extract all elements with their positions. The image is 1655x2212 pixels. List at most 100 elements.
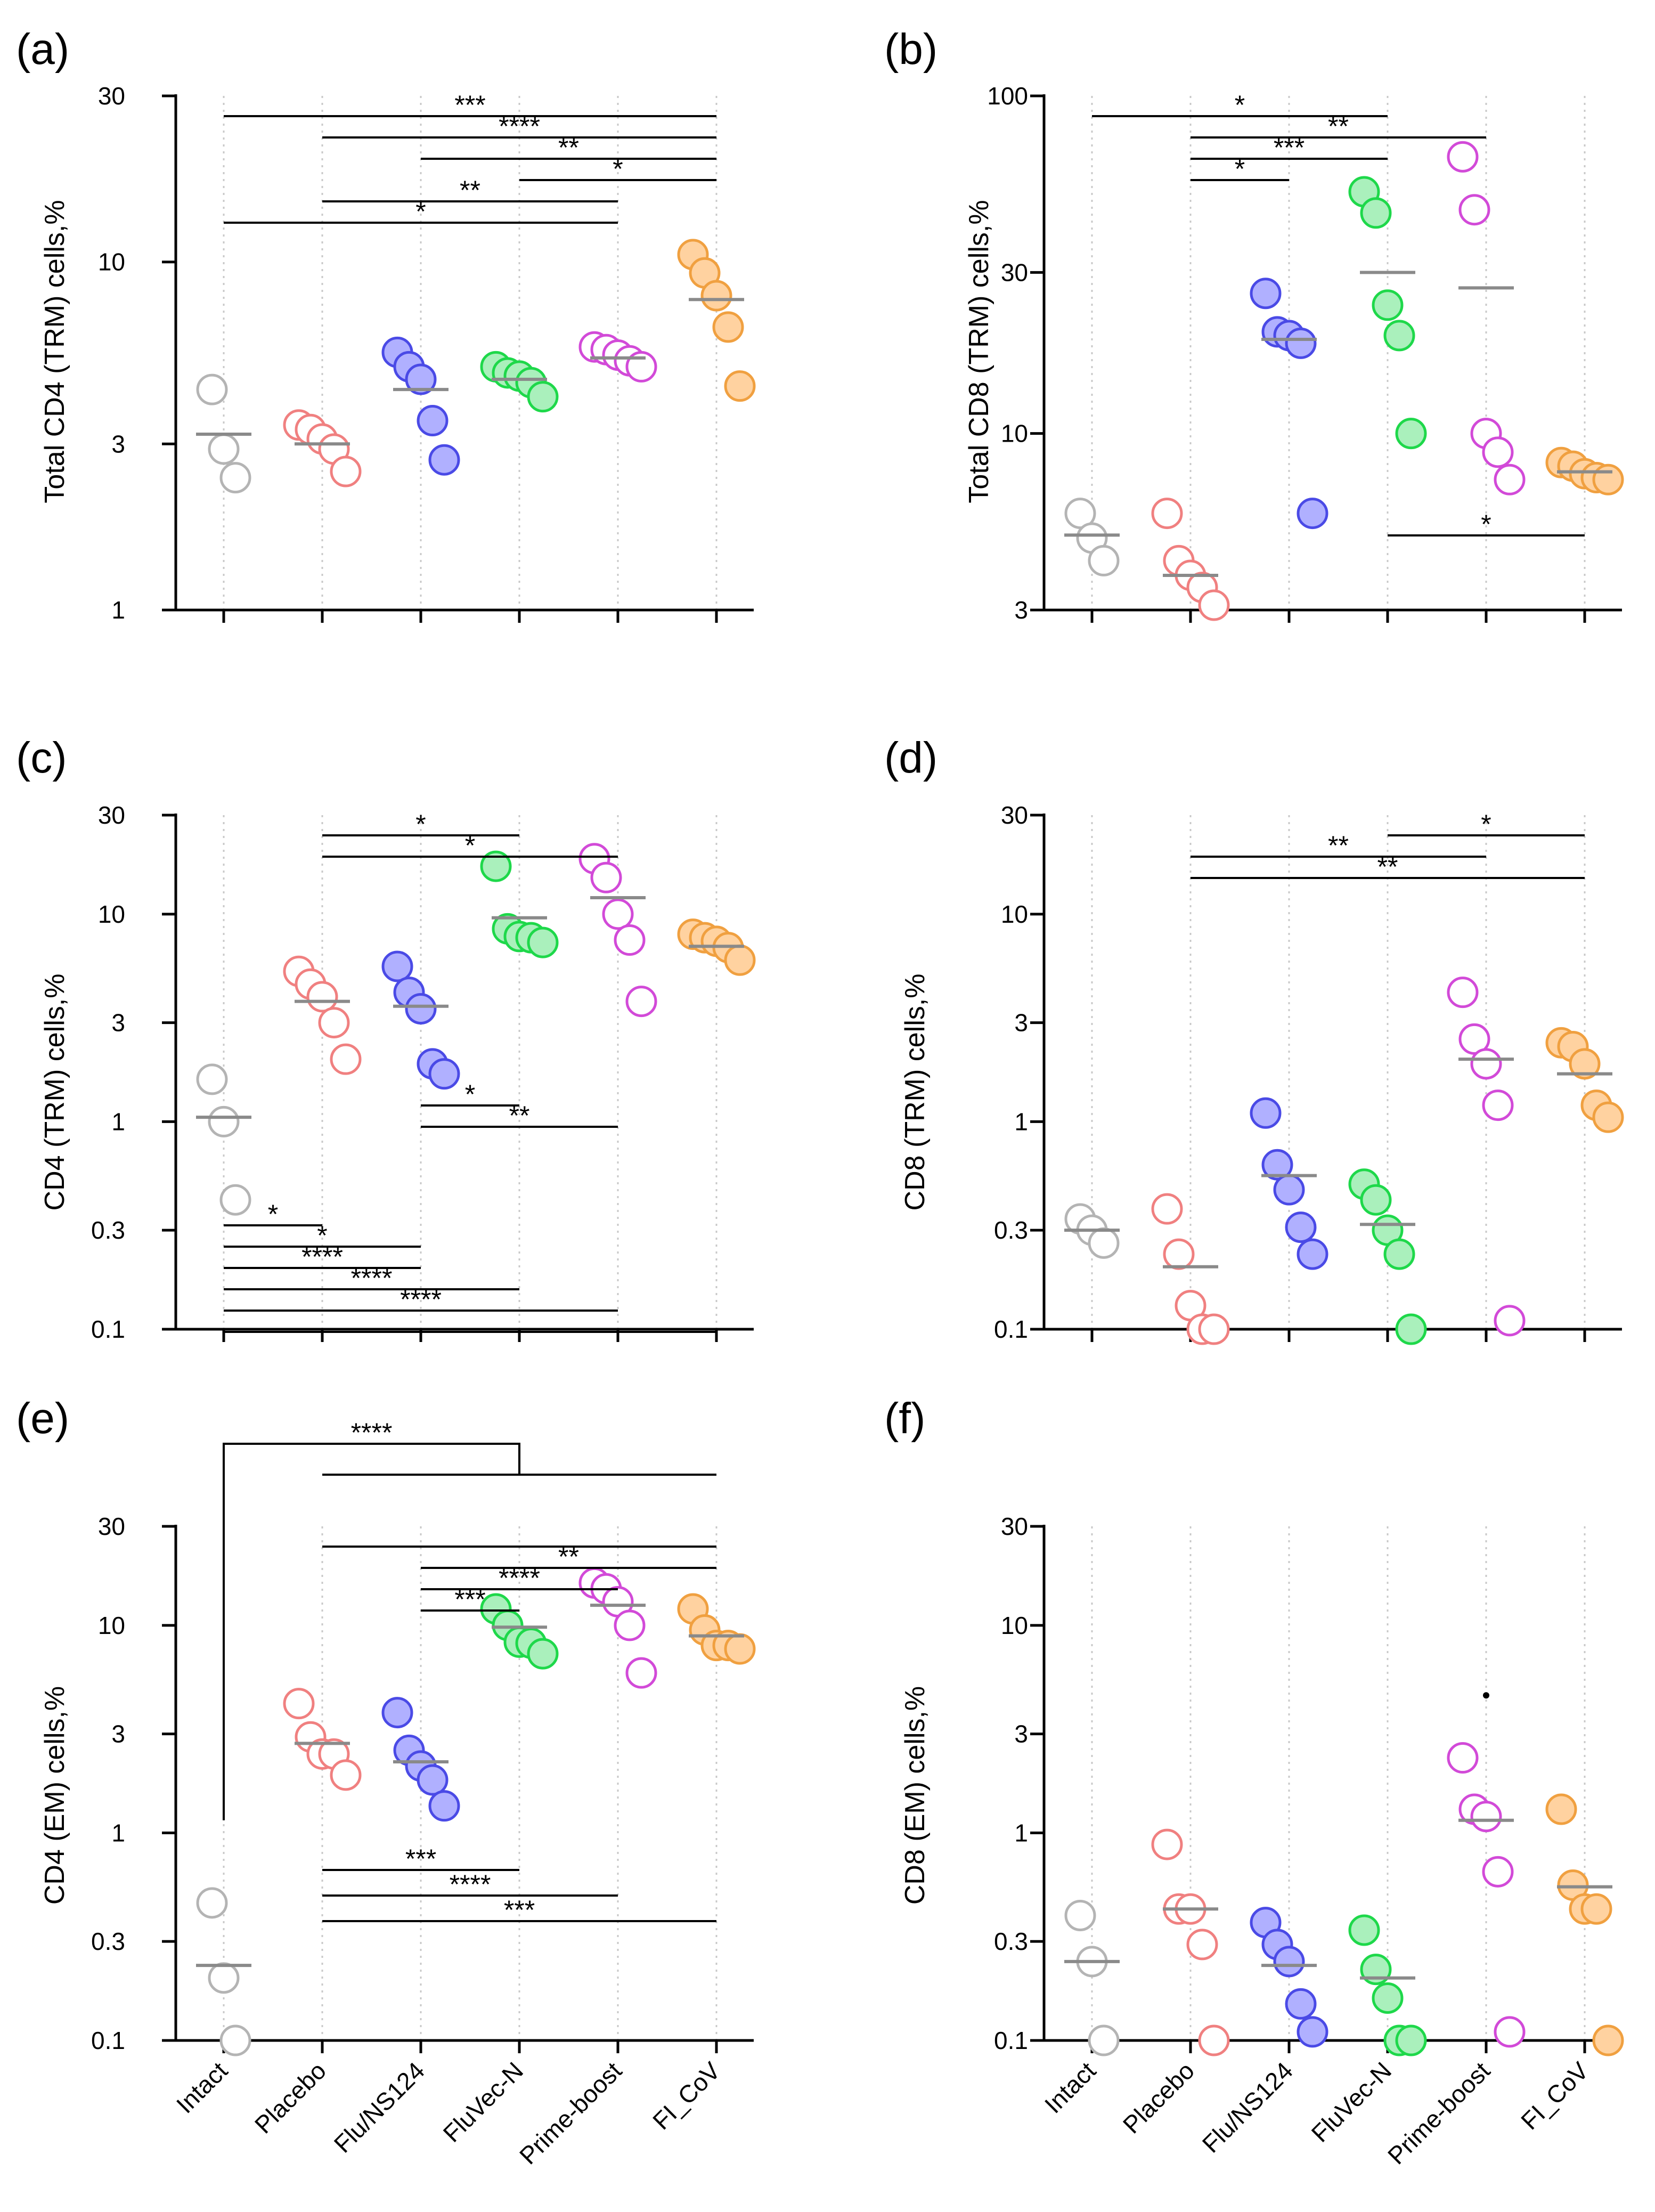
panel-e-lower-bracket-label-1: **** — [450, 1869, 491, 1899]
panel-c-point-g2-0 — [381, 950, 413, 982]
panel-d-point-g1-1 — [1163, 1238, 1195, 1270]
panel-a-point-g2-3 — [417, 405, 449, 437]
panel-f-point-g5-3 — [1580, 1893, 1612, 1925]
panel-e-label: (e) — [16, 1394, 69, 1443]
panel-c-point-g0-1 — [208, 1105, 240, 1137]
panel-c-ytick-label-1: 0.3 — [91, 1216, 125, 1244]
panel-b-point-g4-3 — [1482, 436, 1514, 468]
panel-f-xtick-label-1: Placebo — [1118, 2056, 1200, 2138]
panel-b-point-g2-4 — [1297, 498, 1328, 530]
panel-d-ytick-label-5: 30 — [1001, 801, 1028, 829]
panel-b-point-g1-0 — [1151, 498, 1183, 530]
panel-f-point-g5-0 — [1545, 1793, 1577, 1825]
panel-c-lower-bracket-label-0: * — [465, 1079, 475, 1109]
panel-b-upper-bracket-label-0: * — [1235, 90, 1245, 120]
panel-b-point-g3-1 — [1360, 197, 1392, 229]
panel-b-point-g2-3 — [1285, 327, 1317, 359]
panel-f-point-g1-4 — [1198, 2024, 1230, 2056]
panel-f-point-g4-3 — [1482, 1856, 1514, 1888]
panel-b-ylabel: Total CD8 (TRM) cells,% — [964, 200, 994, 503]
panel-e-point-g4-3 — [614, 1609, 646, 1641]
panel-e-upper-bracket-label-1: ** — [558, 1542, 579, 1572]
panel-f-ytick-label-3: 3 — [1014, 1720, 1028, 1748]
panel-e-ytick-label-5: 30 — [98, 1512, 125, 1540]
panel-a-point-g0-1 — [208, 433, 240, 465]
panel-b-upper-bracket-label-2: *** — [1274, 133, 1305, 162]
panel-d-point-g1-0 — [1151, 1193, 1183, 1225]
panel-c-ylabel: CD4 (TRM) cells,% — [39, 974, 70, 1211]
panel-b-ytick-label-3: 100 — [987, 82, 1028, 110]
panel-d-point-g5-4 — [1592, 1101, 1624, 1133]
panel-d-point-g1-4 — [1198, 1313, 1230, 1345]
panel-f-ytick-label-1: 0.3 — [994, 1928, 1028, 1955]
panel-f-point-g0-0 — [1064, 1899, 1096, 1931]
panel-e-xtick-label-0: Intact — [171, 2056, 233, 2118]
panel-e-xtick-label-5: FI_CoV — [647, 2056, 725, 2135]
panel-c-ytick-label-0: 0.1 — [91, 1315, 125, 1343]
panel-a-point-g2-4 — [428, 444, 460, 476]
panel-c-lower-bracket-label-1: ** — [509, 1101, 530, 1131]
panel-c-upper-bracket-label-0: * — [415, 809, 426, 839]
panel-f-ytick-label-5: 30 — [1001, 1512, 1028, 1540]
panel-a-upper-bracket-label-5: * — [415, 197, 426, 226]
panel-b-point-g4-4 — [1494, 463, 1526, 495]
panel-a-upper-bracket-label-4: ** — [460, 175, 480, 205]
panel-e-point-g5-4 — [724, 1633, 756, 1665]
panel-c-lower-bracket-label-6: **** — [400, 1284, 442, 1314]
panel-b-ytick-label-1: 10 — [1001, 420, 1028, 448]
panel-a-ytick-label-3: 30 — [98, 82, 125, 110]
panel-f-ytick-label-4: 10 — [1001, 1612, 1028, 1639]
panel-e-upper-bracket-label-2: **** — [499, 1563, 540, 1593]
panel-f-point-g5-4 — [1592, 2024, 1624, 2056]
panel-a-point-g3-4 — [527, 381, 559, 413]
panel-c-point-g1-4 — [330, 1043, 362, 1075]
panel-d-point-g4-0 — [1447, 977, 1479, 1009]
panel-e-joined-bracket-label: **** — [351, 1418, 393, 1447]
panel-d-upper-bracket-label-0: * — [1481, 809, 1491, 839]
panel-b-point-g1-4 — [1198, 589, 1230, 621]
panel-f-point-g3-2 — [1372, 1982, 1404, 2014]
panel-f-label: (f) — [884, 1394, 925, 1443]
panel-b-point-g5-4 — [1592, 463, 1624, 495]
panel-d-point-g3-3 — [1383, 1238, 1415, 1270]
panel-e-lower-bracket-label-2: *** — [504, 1895, 535, 1925]
panel-b-label: (b) — [884, 25, 937, 74]
panel-d-point-g2-4 — [1297, 1238, 1328, 1270]
panel-b-point-g4-0 — [1447, 141, 1479, 173]
panel-b-upper-bracket-label-1: ** — [1328, 111, 1349, 141]
panel-b-lower-bracket-label-0: * — [1481, 509, 1491, 539]
panel-f-point-g0-2 — [1088, 2024, 1120, 2056]
panel-f-point-g1-0 — [1151, 1828, 1183, 1860]
panel-f-xtick-label-4: Prime-boost — [1382, 2056, 1495, 2169]
panel-e: (e) CD4 (EM) cells,% 0.1 0.3 1 3 10 30 Intact P… — [16, 1394, 756, 2169]
panel-c-point-g5-4 — [724, 944, 756, 976]
panel-e-point-g4-4 — [625, 1657, 657, 1689]
panel-f-xtick-label-5: FI_CoV — [1515, 2056, 1594, 2135]
panel-b-point-g2-0 — [1250, 278, 1282, 310]
panel-c-point-g4-1 — [590, 861, 622, 893]
panel-f-point-g2-4 — [1297, 2016, 1328, 2048]
panel-d-label: (d) — [884, 734, 937, 782]
panel-e-lower-bracket-label-0: *** — [405, 1844, 436, 1874]
panel-c-ytick-label-2: 1 — [111, 1108, 125, 1135]
panel-e-point-g1-0 — [283, 1688, 315, 1720]
panel-c-lower-bracket-label-4: **** — [301, 1242, 343, 1272]
panel-c-point-g0-0 — [196, 1063, 228, 1095]
panel-d-point-g2-1 — [1261, 1149, 1293, 1181]
panel-e-xtick-label-4: Prime-boost — [514, 2056, 627, 2169]
panel-c-point-g1-2 — [306, 981, 338, 1013]
panel-d-point-g3-1 — [1360, 1184, 1392, 1216]
panel-d-ytick-label-4: 10 — [1001, 900, 1028, 928]
panel-c-point-g2-4 — [428, 1058, 460, 1090]
panel-e-ytick-label-4: 10 — [98, 1612, 125, 1639]
panel-d-upper-bracket-label-1: ** — [1328, 831, 1349, 860]
panel-d-ytick-label-0: 0.1 — [994, 1315, 1028, 1343]
panel-f-outlier-dot — [1483, 1692, 1489, 1699]
panel-f-xtick-label-3: FluVec-N — [1306, 2056, 1397, 2148]
panel-e-point-g0-2 — [219, 2024, 251, 2056]
panel-d-point-g4-4 — [1494, 1305, 1526, 1337]
